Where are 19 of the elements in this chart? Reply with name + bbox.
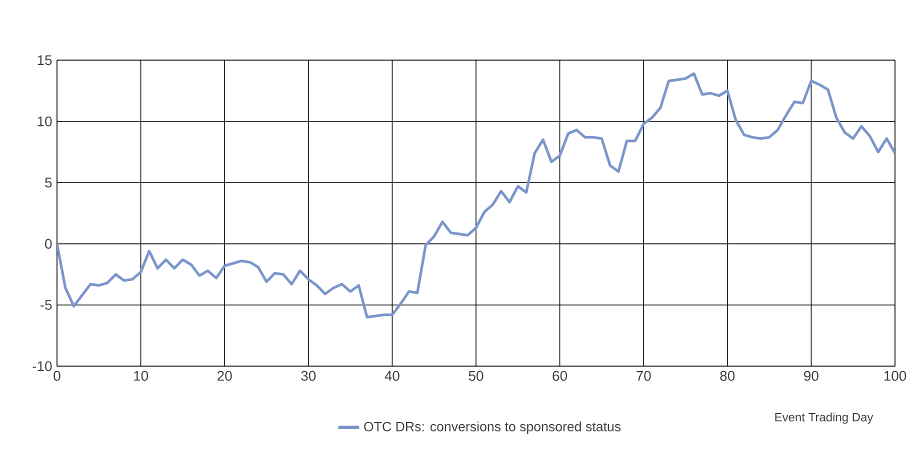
x-tick-label: 100 (884, 370, 906, 381)
y-tick-label: -5 (40, 300, 52, 310)
x-tick-label: 60 (552, 370, 568, 381)
x-tick-label: 80 (720, 370, 735, 381)
x-tick-label: 70 (636, 370, 651, 381)
y-tick-label: 0 (45, 238, 52, 249)
y-tick-label: 10 (38, 116, 52, 126)
x-tick-label: 20 (218, 370, 232, 381)
x-axis-title: Event Trading Day (775, 412, 874, 424)
x-tick-label: 0 (54, 370, 60, 381)
x-tick-label: 10 (134, 370, 148, 381)
x-tick-label: 30 (301, 370, 316, 381)
y-tick-label: 15 (38, 55, 52, 66)
x-tick-label: 50 (468, 370, 484, 381)
x-tick-label: 90 (804, 370, 818, 381)
y-tick-label: -10 (32, 361, 52, 372)
y-tick-label: 5 (45, 178, 52, 188)
legend-label: OTC DRs: conversions to sponsored status (364, 422, 621, 434)
x-tick-label: 40 (384, 370, 400, 381)
